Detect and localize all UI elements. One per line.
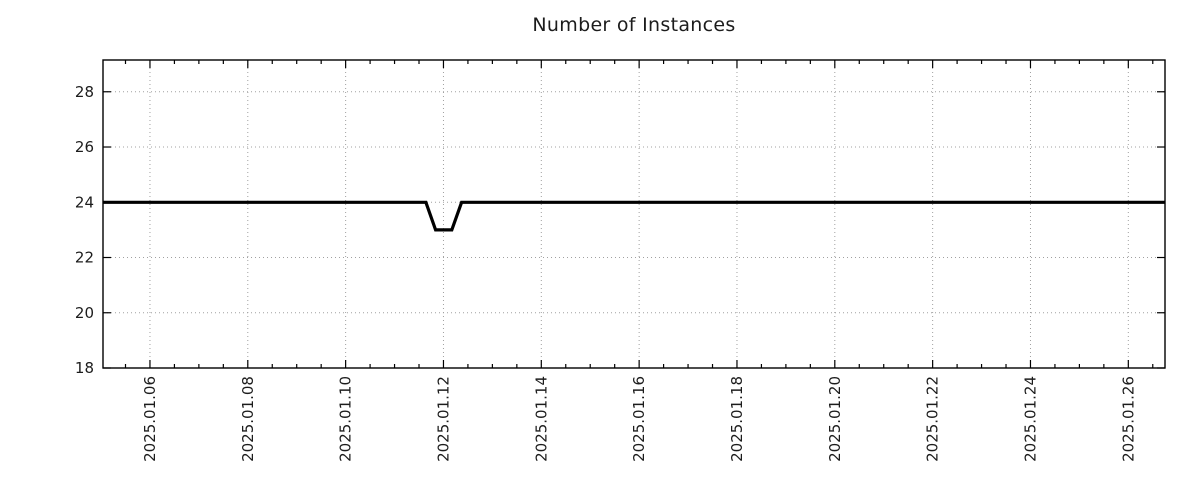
chart-title: Number of Instances <box>532 14 736 36</box>
y-axis-tick-label: 26 <box>75 138 94 156</box>
x-axis-tick-label: 2025.01.16 <box>630 376 648 462</box>
x-axis-tick-label: 2025.01.18 <box>728 376 746 462</box>
y-axis-tick-label: 28 <box>75 83 94 101</box>
x-axis-tick-label: 2025.01.26 <box>1119 376 1137 462</box>
x-axis-tick-label: 2025.01.22 <box>924 376 942 462</box>
plot-border <box>102 59 1166 369</box>
y-axis-tick-label: 24 <box>75 193 94 211</box>
x-axis-tick-label: 2025.01.20 <box>826 376 844 462</box>
x-axis-tick-label: 2025.01.10 <box>337 376 355 462</box>
y-axis-tick-label: 20 <box>75 304 94 322</box>
x-axis-tick-label: 2025.01.08 <box>239 376 257 462</box>
y-axis-tick-label: 18 <box>75 359 94 377</box>
x-axis-tick-label: 2025.01.06 <box>141 376 159 462</box>
x-axis-tick-label: 2025.01.24 <box>1021 376 1039 462</box>
x-axis-tick-label: 2025.01.12 <box>434 376 452 462</box>
y-axis-tick-label: 22 <box>75 249 94 267</box>
data-line-number-of-instances <box>103 200 1165 232</box>
x-axis-tick-label: 2025.01.14 <box>532 376 550 462</box>
